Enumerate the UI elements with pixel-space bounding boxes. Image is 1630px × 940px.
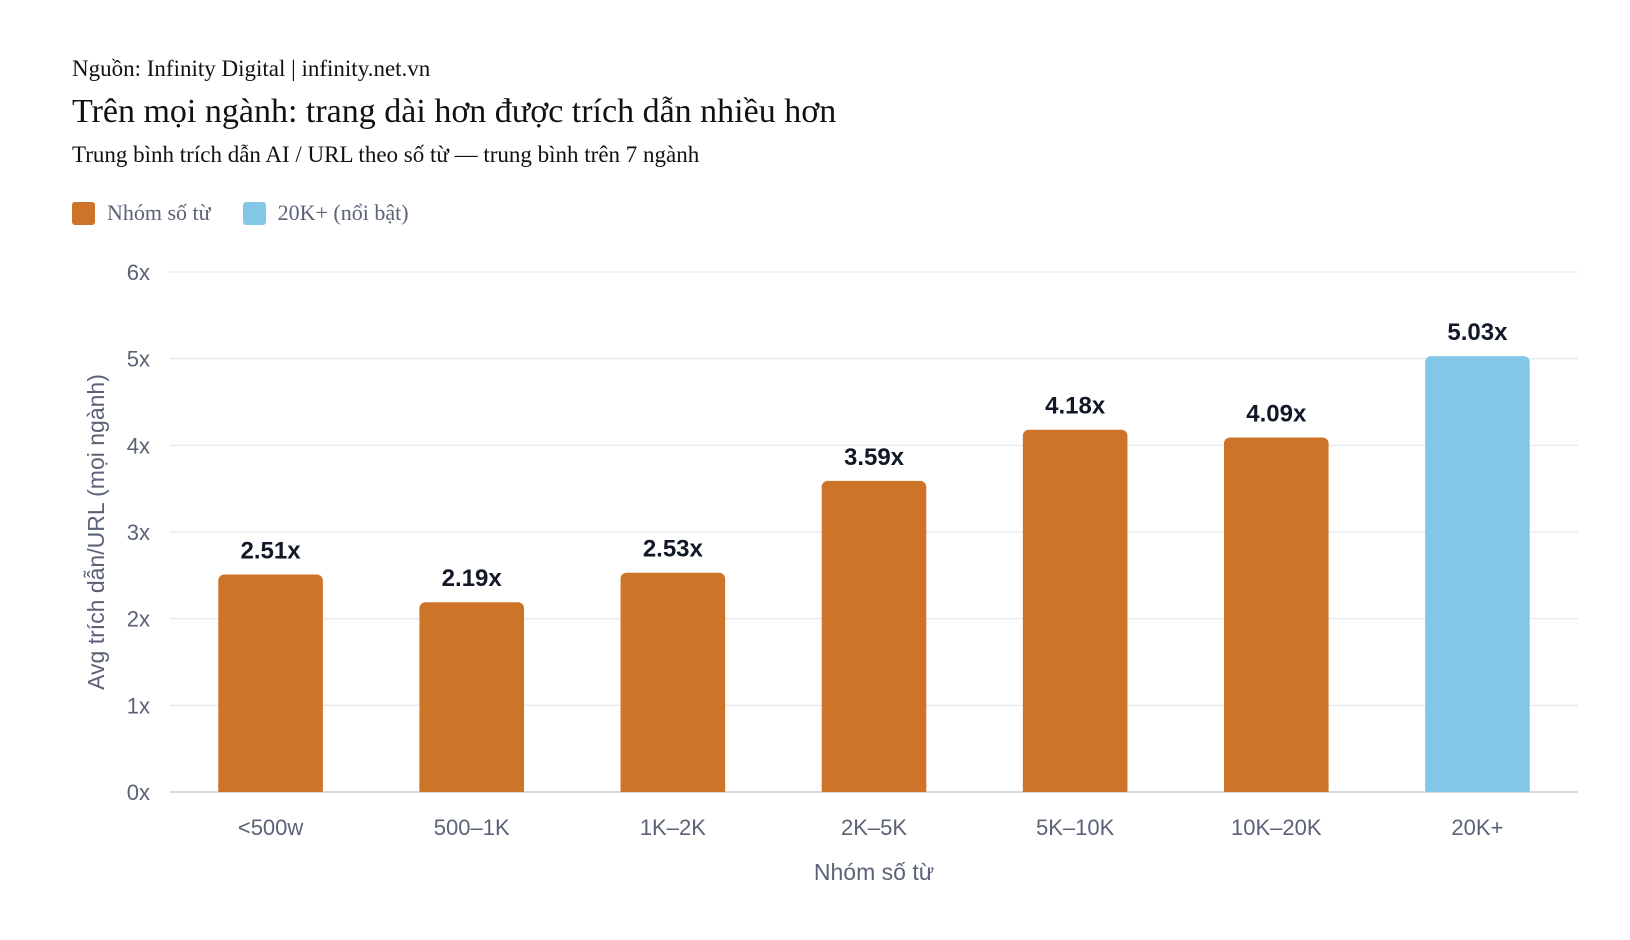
bar[interactable] <box>1425 356 1530 792</box>
y-tick-label: 5x <box>127 347 150 372</box>
chart-legend: Nhóm số từ 20K+ (nổi bật) <box>72 200 441 226</box>
y-tick-label: 1x <box>127 693 150 718</box>
data-label: 5.03x <box>1447 319 1508 346</box>
legend-item-word-group[interactable]: Nhóm số từ <box>72 200 211 226</box>
legend-item-highlight[interactable]: 20K+ (nổi bật) <box>242 200 409 226</box>
bar-base <box>218 784 323 792</box>
data-label: 4.09x <box>1246 401 1307 428</box>
bar-base <box>419 784 525 792</box>
chart-title: Trên mọi ngành: trang dài hơn được trích… <box>72 93 837 130</box>
data-label: 2.51x <box>241 537 302 564</box>
bar-base <box>1022 784 1128 792</box>
x-tick-label: 5K–10K <box>1036 815 1115 840</box>
y-tick-label: 3x <box>127 520 150 545</box>
x-axis-title: Nhóm số từ <box>814 859 934 885</box>
legend-swatch-highlight <box>242 201 266 225</box>
legend-swatch-word-group <box>72 201 95 225</box>
data-label: 4.18x <box>1045 393 1106 420</box>
bar-base <box>821 784 927 792</box>
data-label: 2.19x <box>442 565 503 592</box>
bar[interactable] <box>218 574 323 792</box>
bar-base <box>1425 784 1530 792</box>
x-tick-label: 2K–5K <box>841 815 907 840</box>
bar[interactable] <box>419 602 525 792</box>
y-tick-label: 2x <box>127 607 150 632</box>
data-label: 3.59x <box>844 444 905 471</box>
data-labels: 2.51x 2.19x 2.53x 3.59x 4.18x 4.09x 5.03x <box>241 319 1509 592</box>
chart-header: Nguồn: Infinity Digital | infinity.net.v… <box>72 54 1572 170</box>
legend-label-word-group: Nhóm số từ <box>107 200 211 225</box>
chart-subtitle: Trung bình trích dẫn AI / URL theo số từ… <box>72 142 700 167</box>
y-tick-label: 0x <box>127 780 150 805</box>
bar[interactable] <box>1022 429 1128 792</box>
x-tick-label: 20K+ <box>1451 815 1503 840</box>
x-axis-ticks: <500w 500–1K 1K–2K 2K–5K 5K–10K 10K–20K 20K+ <box>238 815 1504 840</box>
bar-base <box>1223 784 1329 792</box>
y-tick-label: 4x <box>127 433 150 458</box>
x-tick-label: 1K–2K <box>640 815 706 840</box>
bar-base <box>620 784 726 792</box>
y-axis-title: Avg trích dẫn/URL (mọi ngành) <box>83 374 109 690</box>
bar[interactable] <box>821 480 927 792</box>
source-note: Nguồn: Infinity Digital | infinity.net.v… <box>72 56 431 81</box>
legend-label-highlight: 20K+ (nổi bật) <box>277 200 409 225</box>
bars <box>218 356 1530 792</box>
x-tick-label: <500w <box>238 815 304 840</box>
x-tick-label: 10K–20K <box>1231 815 1322 840</box>
x-tick-label: 500–1K <box>434 815 510 840</box>
y-axis-ticks: 0x 1x 2x 3x 4x 5x 6x <box>127 260 150 805</box>
y-tick-label: 6x <box>127 260 150 285</box>
bar[interactable] <box>620 572 726 792</box>
data-label: 2.53x <box>643 536 704 563</box>
bar[interactable] <box>1223 437 1329 792</box>
